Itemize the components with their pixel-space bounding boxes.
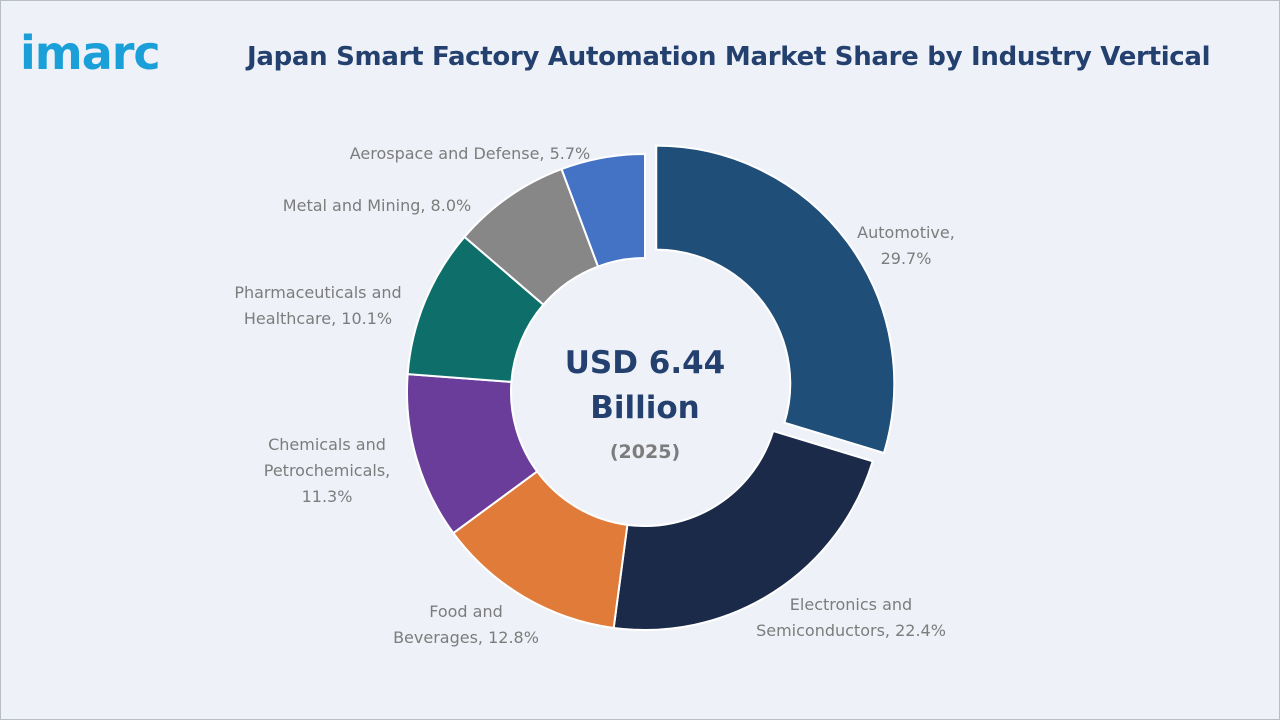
slice-label-pharmaceuticals-and-healthcare: Pharmaceuticals and Healthcare, 10.1% [234, 283, 401, 328]
slice-label-aerospace-and-defense: Aerospace and Defense, 5.7% [350, 144, 591, 163]
slice-label-chemicals-and-petrochemicals: Chemicals and Petrochemicals, 11.3% [264, 435, 391, 506]
center-year: (2025) [610, 441, 680, 463]
chart-title: Japan Smart Factory Automation Market Sh… [247, 42, 1211, 72]
slice-label-automotive: Automotive, 29.7% [857, 223, 955, 268]
slice-label-food-and-beverages: Food and Beverages, 12.8% [393, 602, 539, 647]
imarc-logo: imarc [20, 26, 161, 80]
slice-aerospace-and-defense [560, 152, 646, 268]
slice-automotive [655, 144, 896, 455]
center-value-line2: Billion [590, 390, 700, 426]
slice-label-metal-and-mining: Metal and Mining, 8.0% [283, 196, 471, 215]
slice-label-electronics-and-semiconductors: Electronics and Semiconductors, 22.4% [756, 595, 946, 640]
slice-electronics-and-semiconductors [612, 429, 874, 631]
donut-slices [406, 144, 896, 631]
slice-labels: Automotive, 29.7% Electronics and Semicondu… [234, 144, 955, 647]
center-value-line1: USD 6.44 [565, 345, 726, 381]
